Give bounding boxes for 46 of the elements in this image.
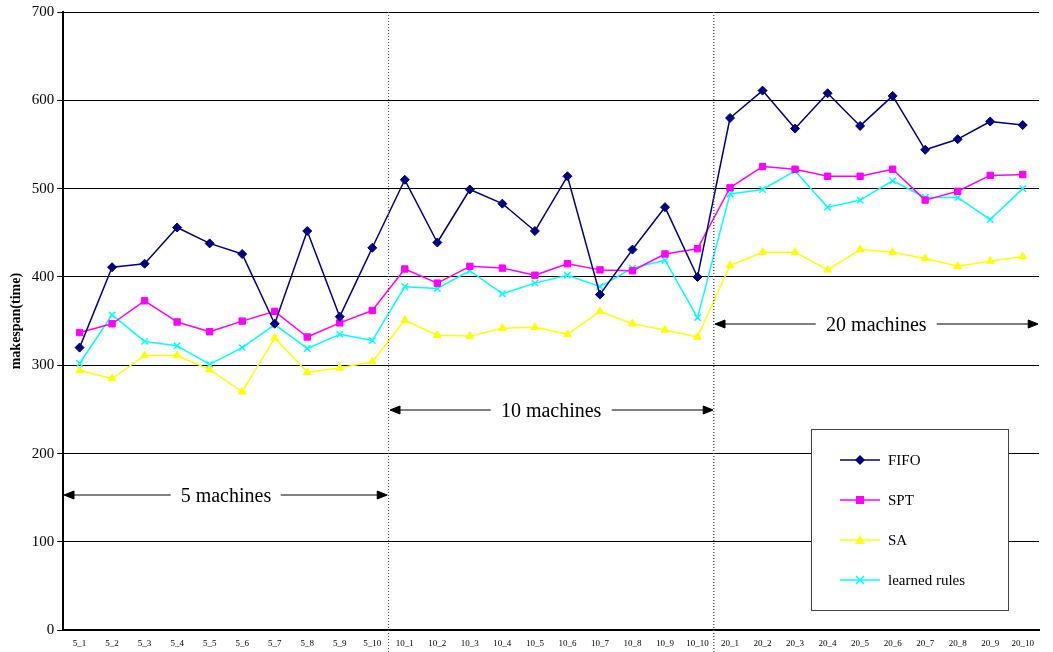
x-tick-label: 20_7 — [916, 637, 935, 648]
x-tick-label: 20_2 — [753, 637, 772, 648]
x-tick-label: 20_5 — [851, 637, 870, 648]
y-tick-label: 700 — [31, 2, 55, 19]
x-tick-label: 10_5 — [525, 637, 545, 648]
x-tick-label: 5_10 — [363, 637, 382, 648]
x-tick-label: 5_2 — [105, 637, 119, 648]
y-tick-label: 100 — [31, 532, 55, 549]
x-tick-label: 10_4 — [493, 637, 512, 648]
x-tick-label: 5_1 — [72, 637, 87, 648]
annotation: 5 machines — [170, 483, 282, 507]
x-tick-label: 20_4 — [818, 637, 838, 648]
x-tick-label: 10_9 — [655, 637, 675, 648]
x-tick-label: 10_2 — [428, 637, 447, 648]
y-tick-label: 400 — [31, 267, 55, 284]
x-tick-label: 5_4 — [170, 637, 185, 648]
x-tick-label: 20_8 — [948, 637, 968, 648]
y-tick-label: 600 — [31, 91, 55, 108]
x-tick-label: 20_9 — [981, 637, 1000, 648]
x-tick-label: 5_9 — [333, 637, 347, 648]
y-tick-label: 300 — [31, 356, 55, 373]
x-tick-label: 20_10 — [1011, 637, 1035, 648]
legend-label: FIFO — [888, 451, 921, 469]
x-tick-label: 10_7 — [590, 637, 610, 648]
annotation: 20 machines — [816, 312, 937, 336]
x-tick-label: 10_6 — [558, 637, 577, 648]
x-tick-label: 5_6 — [235, 637, 250, 648]
legend-label: SA — [888, 531, 908, 549]
x-tick-label: 20_6 — [883, 637, 903, 648]
x-tick-label: 5_5 — [202, 637, 217, 648]
x-tick-label: 20_1 — [721, 637, 740, 648]
x-tick-label: 10_8 — [623, 637, 642, 648]
x-tick-label: 10_10 — [686, 637, 710, 648]
y-tick-label: 0 — [46, 621, 55, 638]
legend-label: learned rules — [888, 571, 966, 589]
annotation: 10 machines — [490, 398, 612, 421]
x-tick-label: 5_7 — [267, 637, 282, 648]
y-axis-title: makespan(time) — [8, 272, 25, 370]
x-tick-label: 5_8 — [300, 637, 315, 648]
legend-label: SPT — [888, 491, 914, 509]
x-tick-label: 5_3 — [137, 637, 152, 648]
x-tick-label: 10_3 — [460, 637, 480, 648]
y-tick-label: 500 — [31, 179, 55, 196]
x-tick-label: 20_3 — [786, 637, 805, 648]
y-tick-label: 200 — [31, 444, 55, 461]
x-tick-label: 10_1 — [395, 637, 414, 648]
